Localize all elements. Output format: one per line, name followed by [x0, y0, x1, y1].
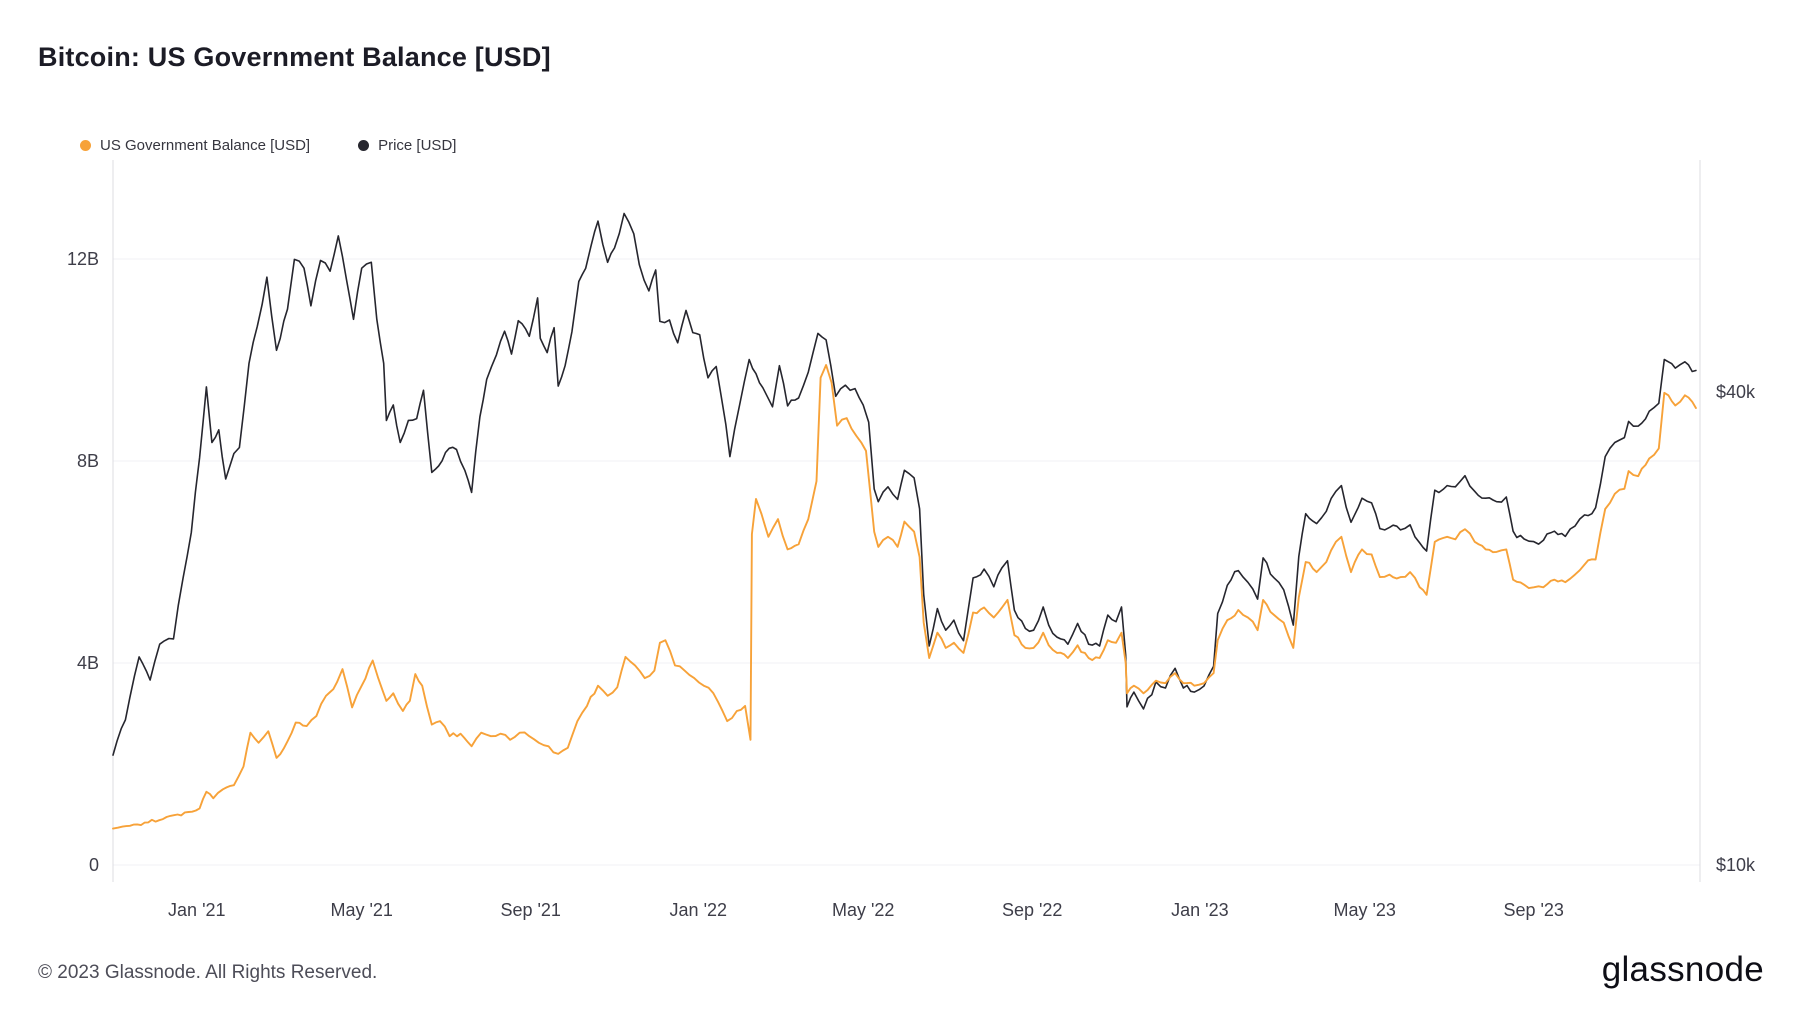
x-axis-tick: Jan '22: [670, 900, 727, 920]
legend-item-balance[interactable]: US Government Balance [USD]: [80, 137, 310, 154]
right-axis-tick: $40k: [1716, 382, 1756, 402]
x-axis-tick: May '21: [330, 900, 392, 920]
x-axis-tick: Sep '23: [1503, 900, 1564, 920]
chart-legend: US Government Balance [USD] Price [USD]: [80, 137, 456, 154]
x-axis-tick: Jan '23: [1171, 900, 1228, 920]
legend-item-price[interactable]: Price [USD]: [358, 137, 456, 154]
left-axis-tick: 8B: [77, 451, 99, 471]
price-series-line: [112, 212, 1697, 756]
x-axis-tick: May '23: [1333, 900, 1395, 920]
balance-legend-dot-icon: [80, 140, 91, 151]
x-axis-tick: Sep '22: [1002, 900, 1063, 920]
left-axis-tick: 12B: [67, 249, 99, 269]
x-axis-tick: Sep '21: [500, 900, 561, 920]
right-axis-tick: $10k: [1716, 855, 1756, 875]
legend-label: Price [USD]: [378, 137, 457, 154]
left-axis-tick: 4B: [77, 653, 99, 673]
x-axis-tick: May '22: [832, 900, 894, 920]
copyright-text: © 2023 Glassnode. All Rights Reserved.: [38, 962, 378, 983]
legend-label: US Government Balance [USD]: [100, 137, 311, 154]
x-axis-tick: Jan '21: [168, 900, 225, 920]
left-axis-tick: 0: [89, 855, 99, 875]
balance-series-line: [112, 364, 1697, 830]
glassnode-logo[interactable]: glassnode: [1601, 950, 1764, 989]
page-title: Bitcoin: US Government Balance [USD]: [38, 42, 551, 72]
price-legend-dot-icon: [358, 140, 370, 151]
